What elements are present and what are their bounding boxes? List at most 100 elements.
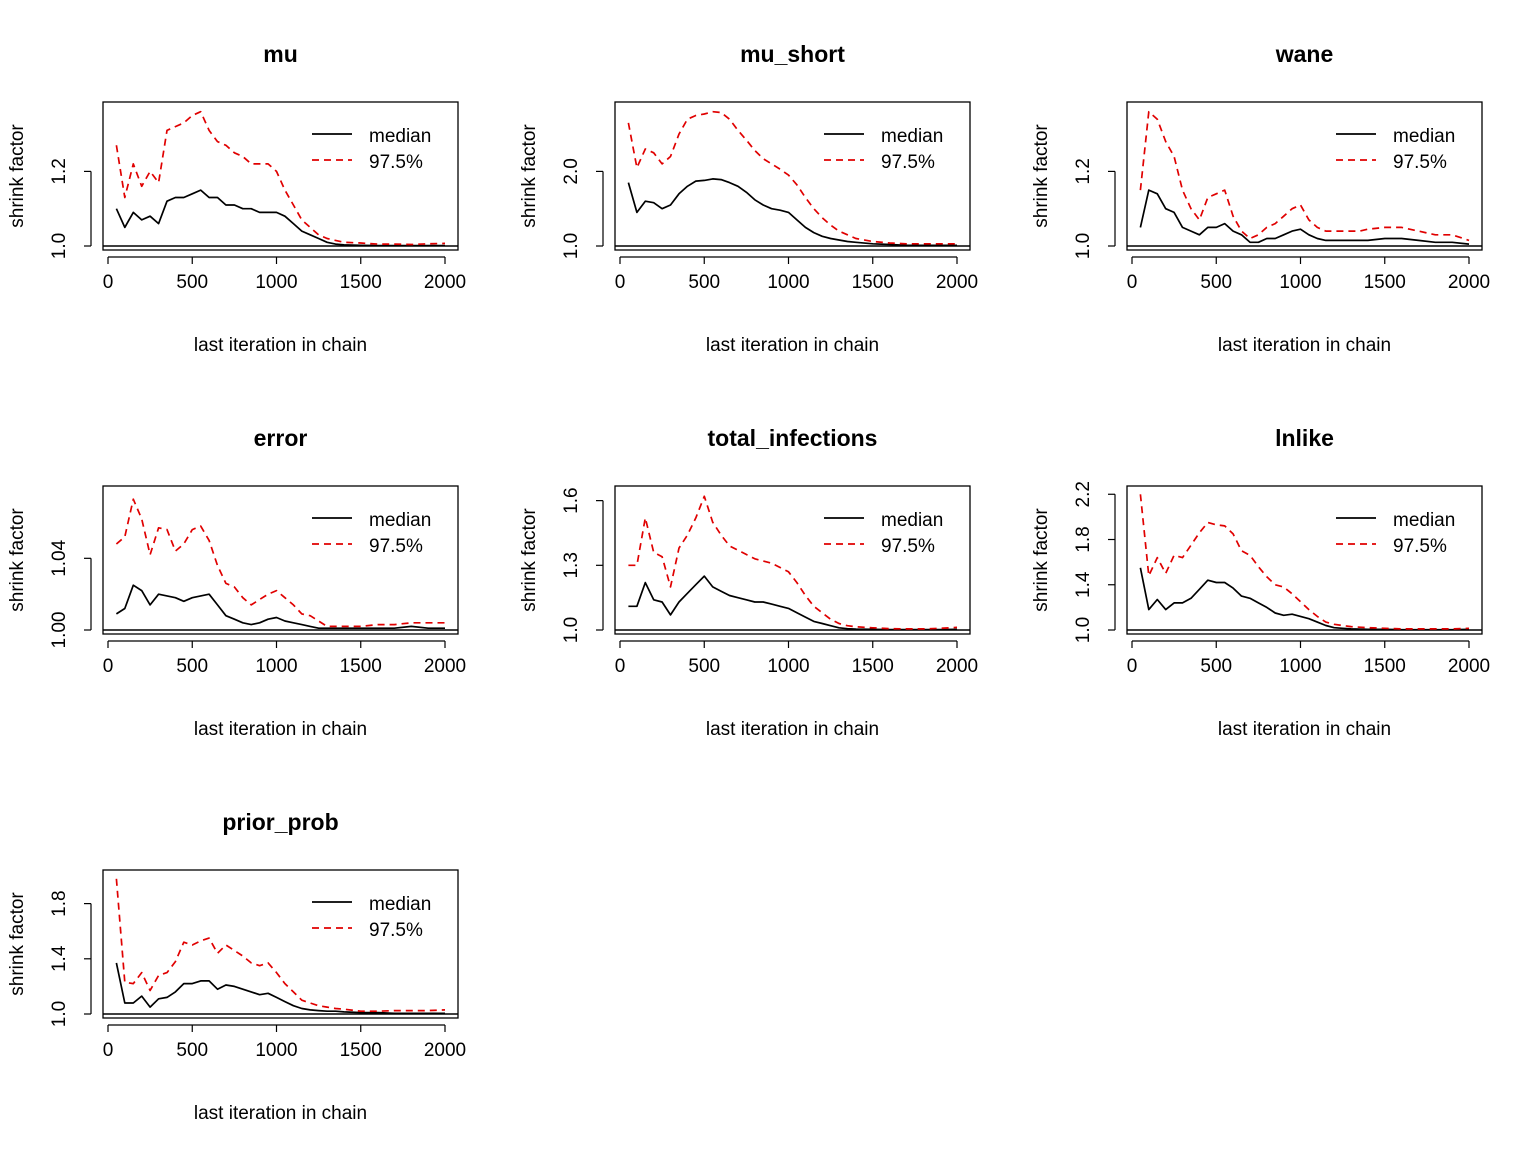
x-axis-label: last iteration in chain — [1218, 719, 1391, 740]
panel-wane: wane 0 500 1000 1500 2000 last iteration in ch… — [1031, 41, 1490, 356]
y-tick-label: 1.2 — [1073, 158, 1094, 184]
x-tick-label: 2000 — [424, 272, 466, 293]
legend: median 97.5% — [824, 126, 943, 173]
series-line-97-5 — [628, 495, 958, 630]
y-tick-label: 1.8 — [1073, 526, 1094, 552]
chart-title: total_infections — [708, 425, 878, 451]
x-tick-label: 500 — [176, 272, 208, 293]
x-tick-label: 1000 — [767, 272, 809, 293]
chart-title: lnlike — [1275, 425, 1334, 451]
x-tick-label: 1000 — [255, 272, 297, 293]
x-tick-label: 500 — [176, 1040, 208, 1061]
legend-label-97-5: 97.5% — [881, 536, 935, 557]
x-tick-label: 1500 — [340, 1040, 382, 1061]
y-tick-label: 2.0 — [561, 158, 582, 184]
chart-title: wane — [1275, 41, 1334, 67]
legend-label-median: median — [881, 126, 943, 147]
y-tick-label: 1.0 — [1073, 233, 1094, 259]
chart-title: error — [254, 425, 308, 451]
x-tick-label: 1000 — [1279, 272, 1321, 293]
plot-frame — [614, 485, 971, 635]
y-tick-label: 2.2 — [1073, 481, 1094, 507]
series-line-97-5 — [627, 110, 957, 245]
legend: median 97.5% — [1336, 510, 1455, 557]
panel-error: error 0 500 1000 1500 2000 last iteration in c… — [7, 425, 466, 740]
x-tick-label: 1000 — [255, 1040, 297, 1061]
y-axis-label: shrink factor — [1031, 508, 1052, 612]
series-line-median — [628, 575, 958, 631]
series-line-97-5 — [1139, 494, 1470, 630]
legend-label-97-5: 97.5% — [369, 536, 423, 557]
x-axis-label: last iteration in chain — [194, 335, 367, 356]
x-tick-label: 500 — [1200, 272, 1232, 293]
legend-label-median: median — [369, 510, 431, 531]
x-tick-label: 1500 — [1364, 656, 1406, 677]
x-tick-label: 0 — [1127, 656, 1138, 677]
panel-lnlike: lnlike 0 500 1000 1500 2000 last iteration in … — [1031, 425, 1490, 740]
x-tick-label: 2000 — [424, 1040, 466, 1061]
y-tick-label: 1.0 — [561, 617, 582, 643]
y-tick-label: 1.00 — [49, 612, 70, 649]
x-tick-label: 1000 — [767, 656, 809, 677]
legend: median 97.5% — [312, 510, 431, 557]
x-tick-label: 2000 — [1448, 656, 1490, 677]
y-tick-label: 1.6 — [561, 487, 582, 513]
chart-title: mu — [263, 41, 298, 67]
y-axis-label: shrink factor — [519, 508, 540, 612]
legend-label-97-5: 97.5% — [1393, 152, 1447, 173]
legend: median 97.5% — [1336, 126, 1455, 173]
y-tick-label: 1.3 — [561, 552, 582, 578]
plot-frame — [102, 869, 459, 1019]
series-line-median — [1139, 567, 1470, 631]
plot-frame — [102, 485, 459, 635]
x-tick-label: 1000 — [1279, 656, 1321, 677]
legend: median 97.5% — [312, 894, 431, 941]
series-line-97-5 — [1139, 110, 1470, 242]
x-tick-label: 2000 — [936, 272, 978, 293]
y-tick-label: 1.0 — [1073, 617, 1094, 643]
x-axis-label: last iteration in chain — [1218, 335, 1391, 356]
y-tick-label: 1.2 — [49, 158, 70, 184]
plot-frame — [1126, 485, 1483, 635]
x-tick-label: 500 — [688, 272, 720, 293]
chart-title: mu_short — [740, 41, 845, 67]
y-axis-label: shrink factor — [7, 892, 28, 996]
x-tick-label: 0 — [1127, 272, 1138, 293]
panel-mu-short: mu_short 0 500 1000 1500 2000 last iteration i… — [519, 41, 978, 356]
x-tick-label: 1500 — [852, 656, 894, 677]
legend-label-median: median — [1393, 510, 1455, 531]
plot-frame — [1126, 101, 1483, 251]
y-tick-label: 1.04 — [49, 539, 70, 576]
x-tick-label: 0 — [615, 272, 626, 293]
series-line-median — [115, 189, 445, 247]
x-tick-label: 1500 — [852, 272, 894, 293]
x-tick-label: 1500 — [1364, 272, 1406, 293]
y-tick-label: 1.0 — [49, 233, 70, 259]
y-tick-label: 1.0 — [561, 233, 582, 259]
x-tick-label: 1000 — [255, 656, 297, 677]
legend: median 97.5% — [312, 126, 431, 173]
panel-prior-prob: prior_prob 0 500 1000 1500 2000 last iteration… — [7, 809, 466, 1124]
y-tick-label: 1.0 — [49, 1001, 70, 1027]
legend-label-median: median — [369, 894, 431, 915]
series-line-median — [627, 178, 957, 247]
x-axis-label: last iteration in chain — [706, 719, 879, 740]
x-tick-label: 2000 — [936, 656, 978, 677]
y-axis-label: shrink factor — [7, 124, 28, 228]
x-tick-label: 1500 — [340, 272, 382, 293]
series-line-median — [1139, 189, 1470, 245]
legend-label-97-5: 97.5% — [1393, 536, 1447, 557]
panel-total-infections: total_infections 0 500 1000 1500 2000 last ite… — [519, 425, 978, 740]
x-tick-label: 2000 — [1448, 272, 1490, 293]
x-tick-label: 0 — [103, 272, 114, 293]
legend: median 97.5% — [824, 510, 943, 557]
x-tick-label: 0 — [615, 656, 626, 677]
series-line-97-5 — [115, 110, 446, 246]
series-line-median — [115, 584, 445, 630]
x-tick-label: 0 — [103, 1040, 114, 1061]
x-tick-label: 1500 — [340, 656, 382, 677]
panel-mu: mu 0 500 1000 1500 2000 last iteration in chai… — [7, 41, 466, 356]
x-tick-label: 500 — [688, 656, 720, 677]
legend-label-median: median — [369, 126, 431, 147]
series-line-97-5 — [115, 878, 446, 1013]
